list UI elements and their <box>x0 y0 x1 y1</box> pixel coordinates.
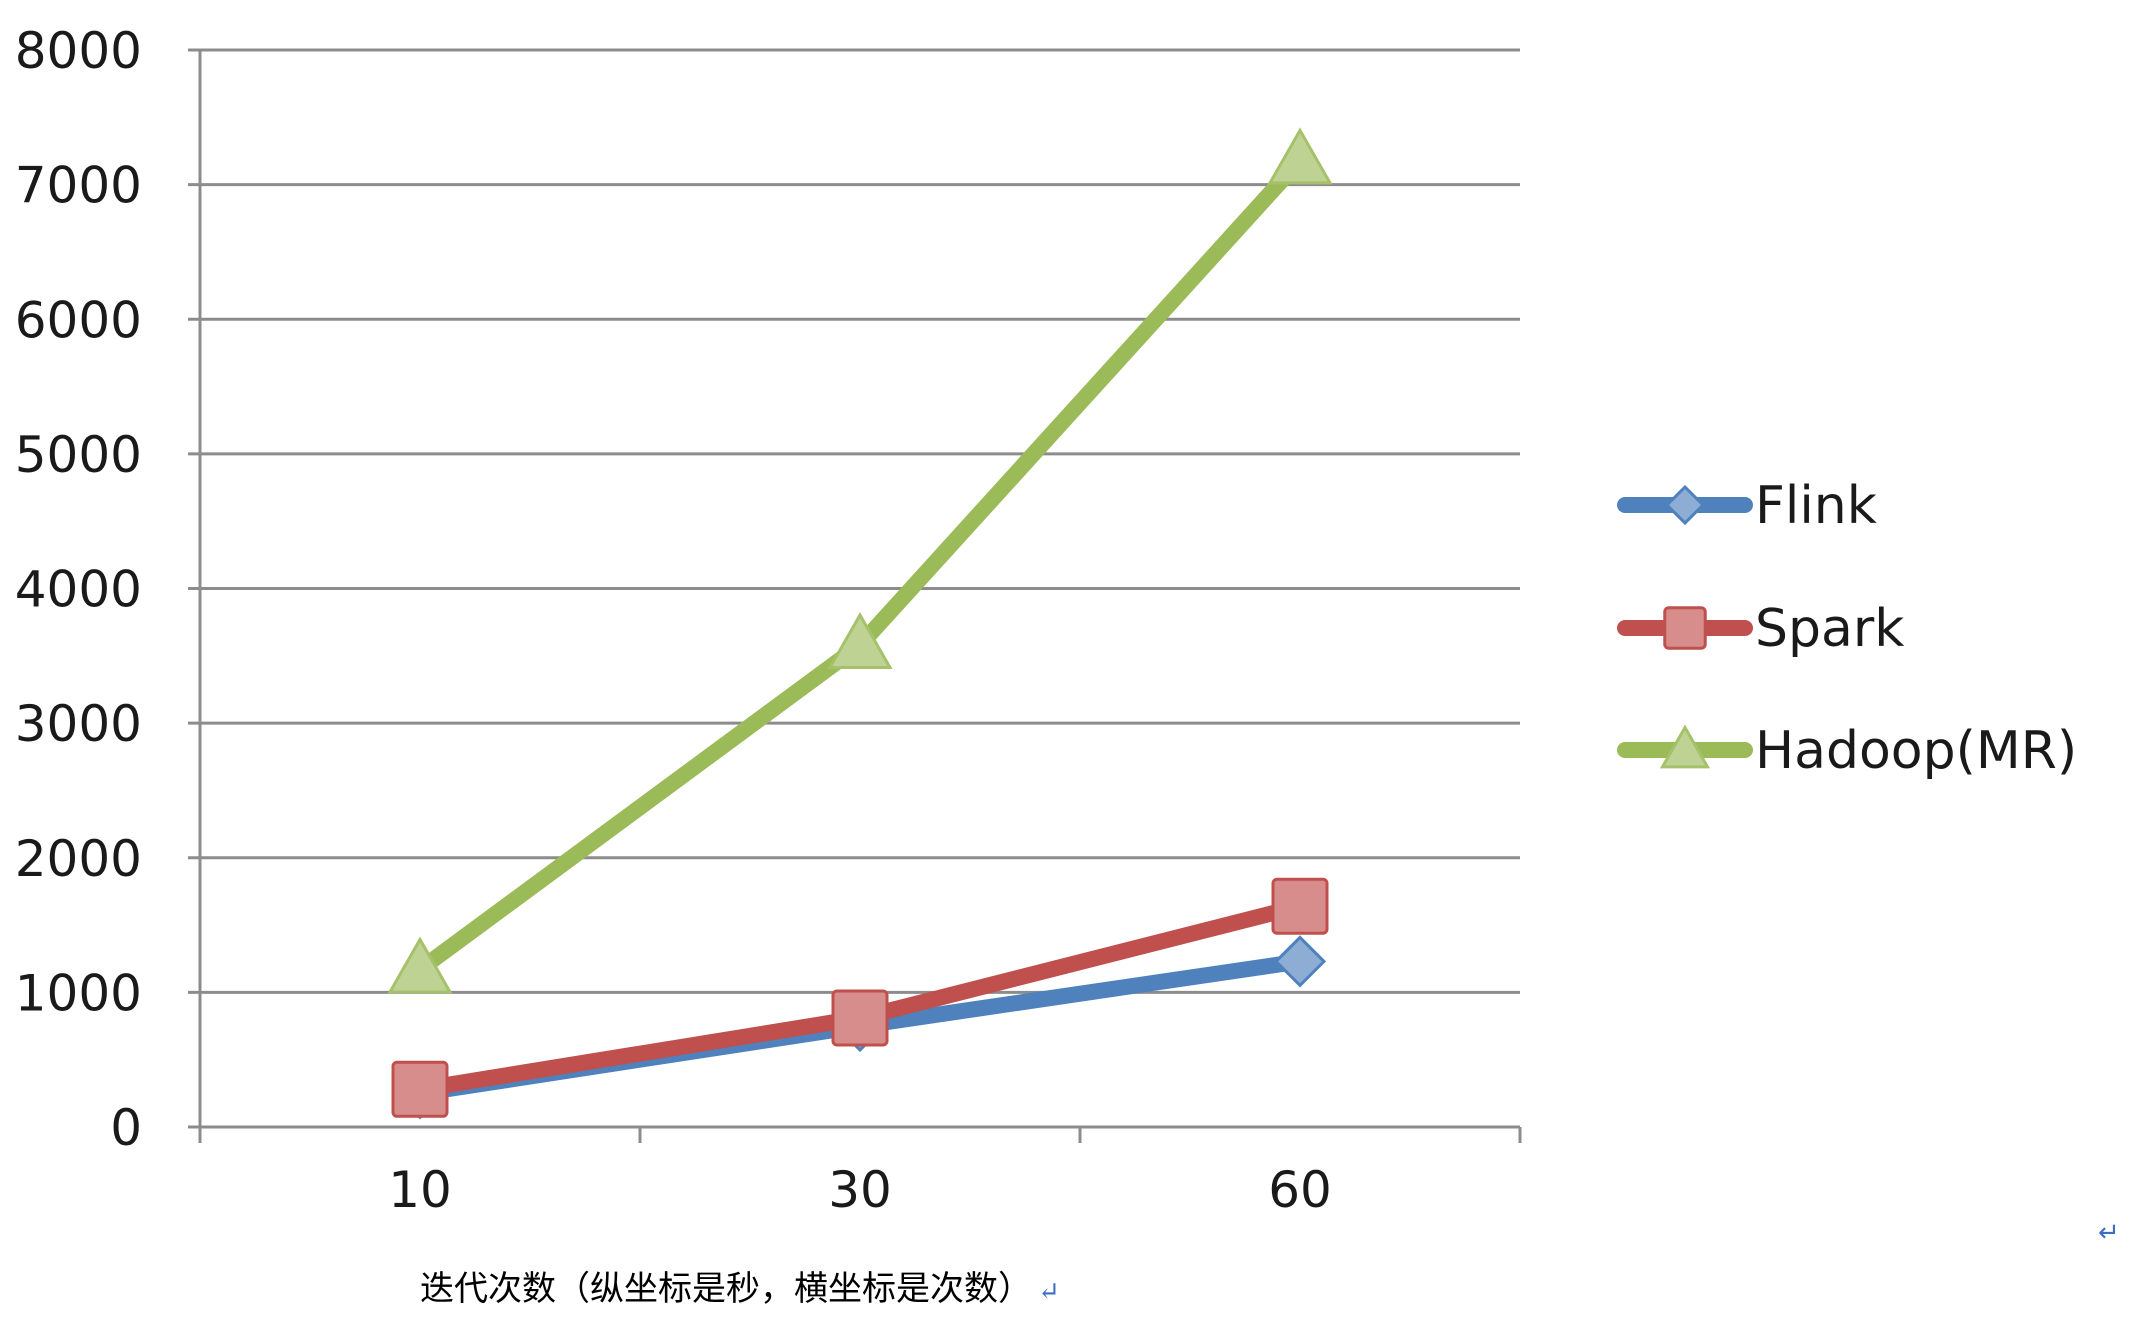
y-tick-label: 1000 <box>15 964 142 1022</box>
series-hadoop-mr- <box>390 130 1330 992</box>
y-tick-label: 2000 <box>15 830 142 888</box>
diamond-marker <box>1667 487 1703 523</box>
legend-label: Hadoop(MR) <box>1755 721 2077 781</box>
square-marker <box>1665 608 1706 649</box>
diamond-marker <box>1276 937 1324 985</box>
axes <box>188 50 1520 1143</box>
x-tick-label: 30 <box>828 1161 892 1219</box>
y-tick-label: 7000 <box>15 157 142 215</box>
y-tick-label: 4000 <box>15 561 142 619</box>
y-tick-label: 8000 <box>15 22 142 80</box>
series-line <box>420 160 1300 969</box>
y-tick-label: 3000 <box>15 695 142 753</box>
y-tick-label: 6000 <box>15 291 142 349</box>
figure-caption: 迭代次数（纵坐标是秒，横坐标是次数） ↵ <box>420 1272 1060 1306</box>
y-tick-label: 5000 <box>15 426 142 484</box>
square-marker <box>393 1062 447 1116</box>
x-tick-label: 60 <box>1268 1161 1332 1219</box>
square-marker <box>833 991 887 1045</box>
square-marker <box>1273 879 1327 933</box>
caption-text: 迭代次数（纵坐标是秒，横坐标是次数） <box>420 1269 1032 1309</box>
x-tick-labels: 10 30 60 <box>388 1161 1332 1219</box>
legend-label: Spark <box>1755 599 1904 659</box>
paragraph-mark-icon: ↵ <box>2098 1218 2120 1248</box>
legend-item: Spark <box>1625 599 1904 659</box>
gridlines <box>200 50 1520 992</box>
y-tick-label: 0 <box>110 1099 142 1157</box>
x-tick-label: 10 <box>388 1161 452 1219</box>
legend-item: Flink <box>1625 476 1877 536</box>
triangle-marker <box>1270 130 1330 183</box>
y-tick-labels: 0 1000 2000 3000 4000 5000 6000 7000 8000 <box>15 22 142 1157</box>
legend-item: Hadoop(MR) <box>1625 721 2077 781</box>
series <box>390 130 1330 1117</box>
paragraph-mark-icon: ↵ <box>1038 1277 1060 1307</box>
legend: Flink Spark Hadoop(MR) <box>1625 476 2077 781</box>
legend-label: Flink <box>1755 476 1877 536</box>
